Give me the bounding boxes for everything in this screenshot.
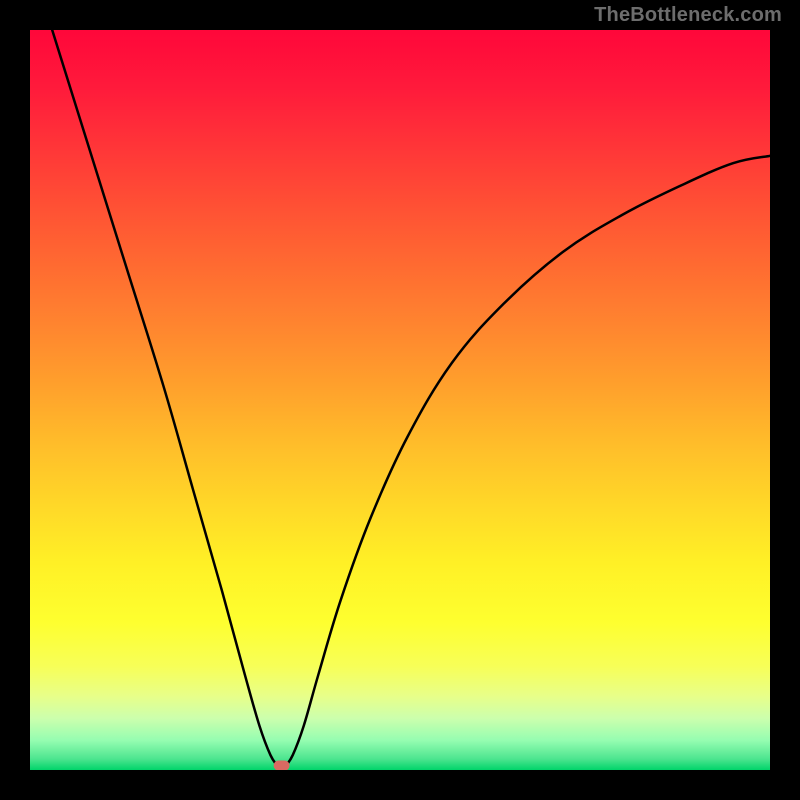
watermark-text: TheBottleneck.com (594, 4, 782, 27)
minimum-marker (274, 761, 290, 771)
bottleneck-chart (0, 0, 800, 800)
chart-container: TheBottleneck.com (0, 0, 800, 800)
plot-background (30, 30, 770, 770)
